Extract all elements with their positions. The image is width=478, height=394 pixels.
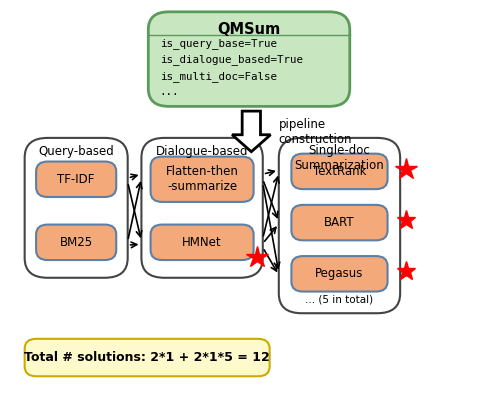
Polygon shape [232,111,271,152]
Text: Query-based: Query-based [38,145,114,158]
Text: Dialogue-based: Dialogue-based [156,145,249,158]
Text: Total # solutions: 2*1 + 2*1*5 = 12: Total # solutions: 2*1 + 2*1*5 = 12 [24,351,270,364]
FancyBboxPatch shape [148,12,350,106]
FancyBboxPatch shape [292,154,388,189]
Text: pipeline
construction: pipeline construction [279,118,352,146]
Text: TF-IDF: TF-IDF [57,173,95,186]
FancyBboxPatch shape [279,138,400,313]
Text: TextRank: TextRank [313,165,366,178]
Text: is_query_base=True: is_query_base=True [160,38,277,49]
Text: HMNet: HMNet [182,236,222,249]
Text: BM25: BM25 [60,236,93,249]
FancyBboxPatch shape [151,225,254,260]
FancyBboxPatch shape [151,156,254,202]
FancyBboxPatch shape [292,205,388,240]
Text: is_multi_doc=False: is_multi_doc=False [160,71,277,82]
Text: Pegasus: Pegasus [315,268,364,280]
FancyBboxPatch shape [292,256,388,292]
Text: QMSum: QMSum [217,22,281,37]
Text: Flatten-then
-summarize: Flatten-then -summarize [166,165,239,193]
Text: BART: BART [324,216,355,229]
FancyBboxPatch shape [141,138,263,278]
Text: ... (5 in total): ... (5 in total) [305,295,373,305]
FancyBboxPatch shape [36,225,116,260]
FancyBboxPatch shape [36,162,116,197]
Text: ...: ... [160,87,179,97]
Text: is_dialogue_based=True: is_dialogue_based=True [160,54,303,65]
Text: Single-doc
Summarization: Single-doc Summarization [294,144,384,172]
FancyBboxPatch shape [25,138,128,278]
FancyBboxPatch shape [25,339,270,376]
